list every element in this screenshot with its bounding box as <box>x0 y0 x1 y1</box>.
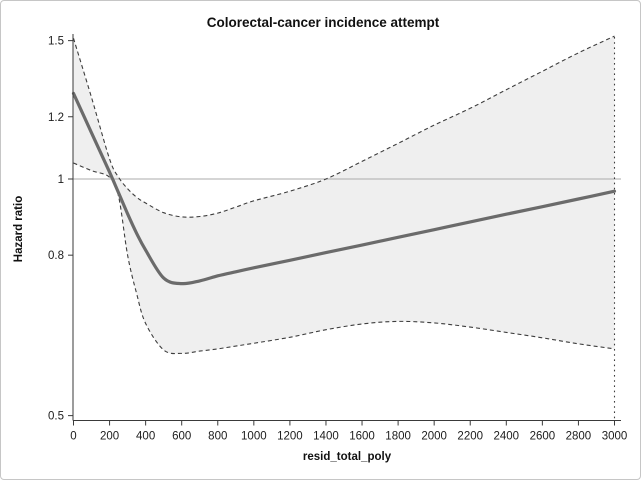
y-tick-label: 1.5 <box>48 36 64 48</box>
lower-ci-line <box>73 162 615 355</box>
x-tick-label: 1600 <box>349 431 375 443</box>
y-tick-label: 0.5 <box>48 411 64 423</box>
x-tick-label: 2000 <box>421 431 447 443</box>
x-tick-label: 2400 <box>494 431 520 443</box>
y-axis: 0.5 0.8 1 1.2 1.5 <box>48 34 74 423</box>
x-tick-label: 400 <box>136 431 155 443</box>
x-axis: 0 200 400 600 800 1000 1200 1400 1600 1800 2000 220… <box>70 420 628 443</box>
x-tick-label: 200 <box>100 431 119 443</box>
x-tick-label: 2200 <box>457 431 483 443</box>
x-tick-label: 0 <box>70 431 76 443</box>
chart-title: Colorectal-cancer incidence attempt <box>207 15 440 30</box>
upper-ci-line <box>72 35 615 218</box>
x-tick-label: 600 <box>172 431 191 443</box>
y-axis-title: Hazard ratio <box>13 196 25 262</box>
x-tick-label: 1800 <box>385 431 411 443</box>
plot-area: 0.5 0.8 1 1.2 1.5 0 200 400 600 800 1000 1200 1400 1… <box>48 34 627 443</box>
confidence-band <box>73 36 615 354</box>
estimate-line <box>71 91 617 286</box>
x-axis-title: resid_total_poly <box>303 451 392 463</box>
x-tick-label: 800 <box>208 431 227 443</box>
x-tick-label: 2800 <box>566 431 592 443</box>
x-tick-label: 2600 <box>530 431 556 443</box>
y-tick-label: 0.8 <box>48 250 64 262</box>
y-tick-label: 1.2 <box>48 112 64 124</box>
x-tick-label: 1200 <box>277 431 303 443</box>
y-tick-label: 1 <box>58 174 64 186</box>
x-tick-label: 3000 <box>602 431 628 443</box>
x-tick-label: 1000 <box>241 431 267 443</box>
x-tick-label: 1400 <box>313 431 339 443</box>
